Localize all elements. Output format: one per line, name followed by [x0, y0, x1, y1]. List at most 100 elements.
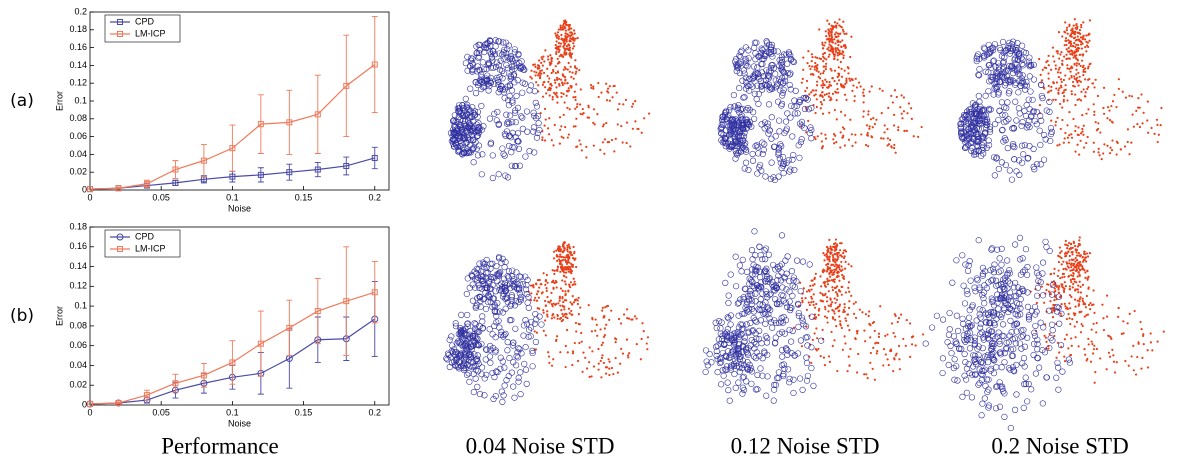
point [1016, 106, 1022, 112]
point [567, 351, 569, 353]
y-tick-label: 0.18 [69, 24, 87, 34]
point [1117, 142, 1119, 144]
point [1080, 36, 1082, 38]
point [832, 254, 834, 256]
point [1002, 135, 1008, 141]
point [867, 113, 869, 115]
point [820, 58, 822, 60]
point [1151, 349, 1153, 351]
point [832, 316, 834, 318]
point [1066, 29, 1068, 31]
point [905, 345, 907, 347]
point [1008, 425, 1014, 431]
point [773, 78, 779, 84]
point [490, 153, 496, 159]
point [585, 146, 587, 148]
point [962, 351, 968, 357]
point [540, 62, 542, 64]
point [1131, 355, 1133, 357]
point [845, 79, 847, 81]
point [810, 301, 812, 303]
point [822, 82, 824, 84]
point [572, 266, 574, 268]
point [715, 369, 721, 375]
point [559, 143, 561, 145]
point [1068, 24, 1070, 26]
point [1052, 316, 1054, 318]
point [1000, 39, 1006, 45]
point [785, 254, 791, 260]
point [597, 348, 599, 350]
point [1079, 281, 1081, 283]
point [552, 269, 554, 271]
point [1066, 99, 1068, 101]
point [1069, 45, 1071, 47]
point [863, 88, 865, 90]
point [517, 291, 523, 297]
point [581, 341, 583, 343]
point [1080, 291, 1082, 293]
point [726, 300, 732, 306]
point [1063, 55, 1065, 57]
point [1087, 255, 1089, 257]
point [917, 136, 919, 138]
point [836, 293, 838, 295]
point [1072, 283, 1074, 285]
point [548, 133, 550, 135]
point [1098, 148, 1100, 150]
point [1132, 345, 1134, 347]
point [552, 288, 554, 290]
point [560, 24, 562, 26]
point [838, 290, 840, 292]
point [940, 317, 946, 323]
point [751, 64, 757, 70]
point [855, 338, 857, 340]
point [1004, 258, 1010, 264]
point [787, 299, 793, 305]
point [839, 146, 841, 148]
point [1118, 78, 1120, 80]
point [1079, 296, 1081, 298]
point [1066, 124, 1068, 126]
point [812, 339, 814, 341]
point [1138, 343, 1140, 345]
point [1036, 302, 1038, 304]
point [1072, 278, 1074, 280]
point [1048, 64, 1050, 66]
point [818, 308, 820, 310]
point [833, 142, 835, 144]
point [550, 300, 552, 302]
point [824, 254, 826, 256]
point [1072, 81, 1074, 83]
point [1073, 264, 1075, 266]
point [1005, 100, 1011, 106]
point [603, 153, 605, 155]
point [632, 103, 634, 105]
point [834, 135, 836, 137]
point [1048, 78, 1050, 80]
point [954, 258, 960, 264]
point [811, 60, 813, 62]
point [566, 329, 568, 331]
point [563, 241, 565, 243]
point [854, 141, 856, 143]
point [520, 126, 526, 132]
point [1085, 113, 1087, 115]
point [496, 171, 502, 177]
point [1095, 331, 1097, 333]
point [569, 247, 571, 249]
point [627, 354, 629, 356]
point [623, 313, 625, 315]
point [519, 115, 525, 121]
point [1066, 48, 1068, 50]
point [570, 314, 572, 316]
point [771, 398, 777, 404]
point [703, 369, 709, 375]
point [556, 286, 558, 288]
point [575, 266, 577, 268]
point [1017, 235, 1023, 241]
point [834, 260, 836, 262]
point [1087, 65, 1089, 67]
point [1064, 268, 1066, 270]
point [962, 301, 968, 307]
